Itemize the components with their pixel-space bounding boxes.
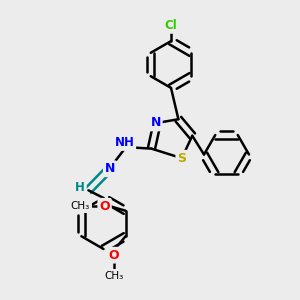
- Text: CH₃: CH₃: [105, 271, 124, 281]
- Text: NH: NH: [115, 136, 134, 149]
- Text: N: N: [105, 162, 115, 175]
- Text: CH₃: CH₃: [70, 201, 90, 211]
- Text: Cl: Cl: [165, 19, 177, 32]
- Text: O: O: [109, 249, 119, 262]
- Text: O: O: [99, 200, 110, 213]
- Text: N: N: [150, 116, 161, 130]
- Text: H: H: [75, 181, 85, 194]
- Text: S: S: [177, 152, 186, 165]
